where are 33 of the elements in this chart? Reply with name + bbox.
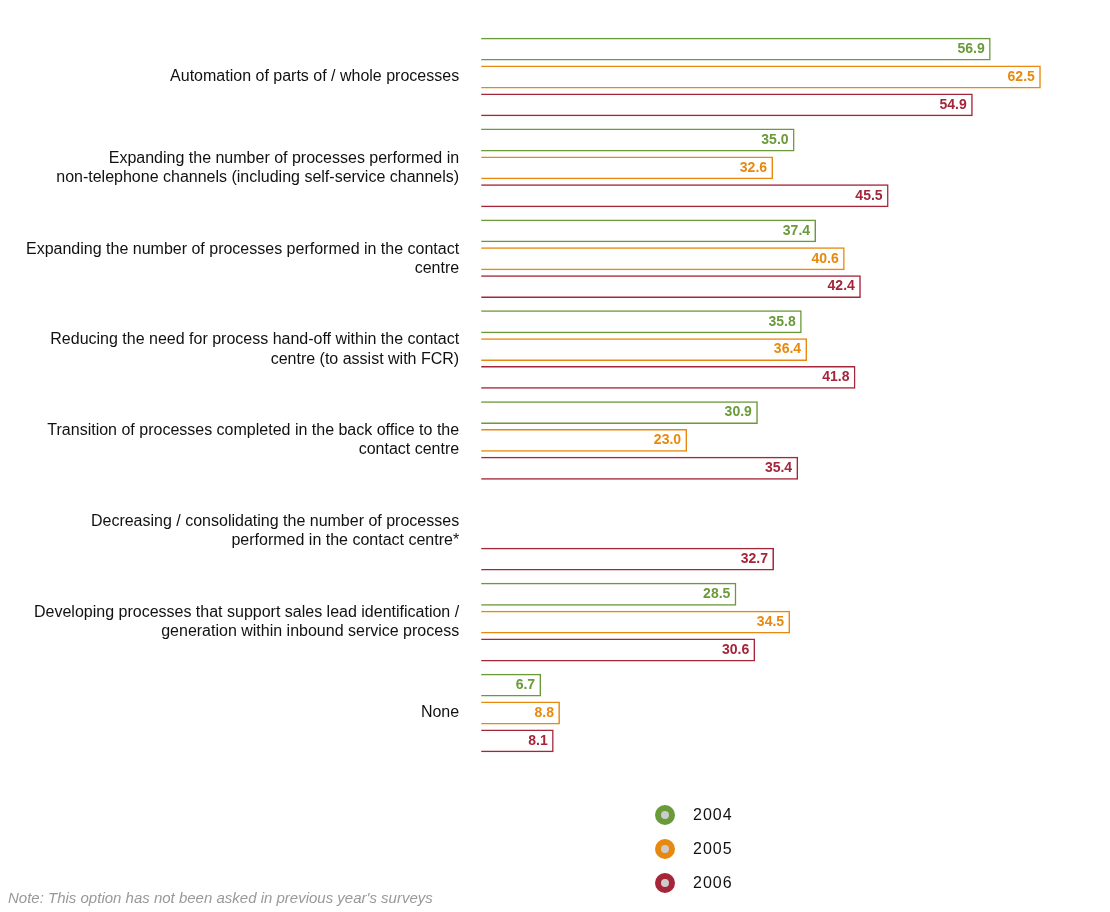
data-label: 8.1 [528, 731, 548, 748]
data-label: 30.6 [721, 640, 750, 657]
data-label: 62.5 [1007, 67, 1036, 84]
y-tick-label: Developing processes that support sales lead identification / generation within inbound service process [34, 602, 460, 640]
data-label: 54.9 [939, 95, 967, 112]
data-label: 8.8 [534, 703, 555, 720]
data-label: 40.6 [811, 249, 839, 266]
y-tick-label: Transition of processes completed in the back office to the contact centre [47, 421, 460, 458]
text: 2005 [693, 840, 733, 858]
y-tick-label: Expanding the number of processes performed in non-telephone channels (including self-service channels) [56, 148, 460, 185]
y-tick-label: Expanding the number of processes performed in the contact centre [26, 239, 460, 276]
data-label: 36.4 [773, 340, 802, 357]
data-label: 37.4 [782, 221, 811, 238]
data-label: 35.8 [768, 312, 796, 329]
y-tick-label: Reducing the need for process hand-off within the contact centre (to assist with FCR) [50, 330, 460, 367]
data-label: 56.9 [957, 40, 985, 57]
data-label: 35.4 [764, 459, 793, 476]
data-label: 23.0 [653, 431, 682, 448]
y-tick-label: Automation of parts of / whole processes [170, 67, 460, 85]
data-label: 28.5 [703, 585, 731, 602]
data-label: 42.4 [827, 277, 856, 294]
y-tick-label: Decreasing / consolidating the number of processes performed in the contact centre* [90, 512, 460, 549]
y-tick-label: None [420, 703, 460, 721]
text: 2006 [693, 874, 733, 892]
data-label: 32.6 [739, 158, 768, 175]
data-label: 41.8 [822, 368, 850, 385]
data-label: 34.5 [756, 612, 785, 629]
data-label: 30.9 [724, 403, 753, 420]
data-label: 32.7 [740, 550, 769, 566]
text: Note: This option has not been asked in previous year's surveys [8, 889, 433, 906]
data-label: 35.0 [761, 130, 789, 147]
data-label: 45.5 [855, 186, 883, 203]
text: 2004 [693, 806, 733, 824]
